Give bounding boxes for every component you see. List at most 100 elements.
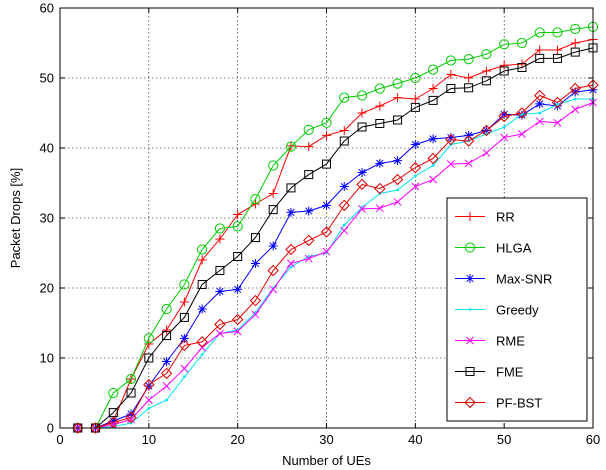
data-point-rr xyxy=(428,84,438,93)
data-point-max-snr xyxy=(410,140,420,149)
data-point-rr xyxy=(233,210,243,219)
data-point-hlga xyxy=(516,37,528,49)
data-point-pf-bst xyxy=(338,199,350,212)
data-point-fme xyxy=(517,63,527,72)
data-point-rme xyxy=(304,254,313,263)
data-point-hlga xyxy=(445,55,456,66)
data-point-rr xyxy=(499,60,509,70)
data-point-fme xyxy=(428,95,438,105)
data-point-pf-bst xyxy=(516,107,528,119)
data-point-rme xyxy=(127,415,136,424)
data-point-max-snr xyxy=(428,134,438,144)
data-point-hlga xyxy=(179,279,190,290)
data-point-rr xyxy=(162,325,172,335)
data-point-rme xyxy=(287,259,295,268)
data-point-max-snr xyxy=(339,182,349,191)
data-point-rr xyxy=(304,142,314,152)
data-point-greedy xyxy=(538,111,542,115)
data-point-max-snr xyxy=(126,409,136,419)
legend-label: PF-BST xyxy=(496,396,542,411)
data-point-max-snr xyxy=(179,333,189,343)
data-point-rme xyxy=(269,285,278,294)
x-tick-label: 0 xyxy=(56,432,63,447)
data-point-rme xyxy=(322,247,331,256)
data-point-rme xyxy=(340,226,349,235)
x-axis-label: Number of UEs xyxy=(282,453,371,468)
data-point-rr xyxy=(197,255,207,265)
data-point-greedy xyxy=(182,375,186,379)
data-point-max-snr xyxy=(144,381,154,391)
data-point-fme xyxy=(464,83,474,93)
data-point-greedy xyxy=(520,113,524,116)
data-point-pf-bst xyxy=(569,82,581,95)
data-point-fme xyxy=(250,233,260,243)
data-point-hlga xyxy=(570,23,581,35)
data-point-greedy xyxy=(200,353,204,356)
data-point-pf-bst xyxy=(143,378,155,391)
data-point-rme xyxy=(180,364,189,373)
data-point-max-snr xyxy=(357,168,367,177)
y-tick-label: 30 xyxy=(40,211,54,226)
data-point-pf-bst xyxy=(374,182,386,195)
data-point-hlga xyxy=(250,194,261,205)
x-tick-label: 50 xyxy=(497,432,511,447)
y-axis-label: Packet Drops [%] xyxy=(8,168,23,268)
series-line-greedy xyxy=(77,98,593,429)
data-point-greedy xyxy=(289,265,293,269)
legend-swatch-marker xyxy=(464,396,476,409)
legend-label: Greedy xyxy=(496,303,539,318)
data-point-pf-bst xyxy=(480,124,493,137)
data-point-fme xyxy=(410,102,420,112)
data-point-rr xyxy=(339,126,349,135)
data-point-rme xyxy=(482,148,491,157)
data-point-hlga xyxy=(463,54,474,65)
x-tick-label: 60 xyxy=(586,432,600,447)
data-point-hlga xyxy=(339,92,350,103)
data-point-rr xyxy=(393,93,403,103)
data-point-pf-bst xyxy=(303,234,315,247)
data-point-rme xyxy=(162,382,171,390)
data-point-greedy xyxy=(573,97,577,101)
data-point-max-snr xyxy=(499,109,509,119)
series-line-hlga xyxy=(77,26,594,429)
data-point-max-snr xyxy=(535,99,545,109)
data-point-pf-bst xyxy=(320,226,333,238)
y-tick-label: 20 xyxy=(40,281,54,296)
legend-swatch-marker xyxy=(465,274,475,283)
data-point-pf-bst xyxy=(356,178,368,191)
data-point-hlga xyxy=(161,303,172,315)
data-point-max-snr xyxy=(570,87,580,97)
legend-label: Max-SNR xyxy=(496,272,552,287)
data-point-hlga xyxy=(392,78,403,89)
x-tick-label: 20 xyxy=(230,432,244,447)
data-point-max-snr xyxy=(268,241,278,251)
data-point-hlga xyxy=(125,373,137,385)
data-point-pf-bst xyxy=(427,152,439,165)
data-point-pf-bst xyxy=(391,173,404,186)
data-point-hlga xyxy=(356,90,368,101)
data-point-rr xyxy=(446,70,456,79)
data-point-fme xyxy=(339,136,349,146)
y-tick-label: 10 xyxy=(40,351,54,366)
data-point-rme xyxy=(553,118,562,127)
legend-swatch-marker xyxy=(465,212,475,221)
data-point-max-snr xyxy=(250,259,260,268)
data-point-rme xyxy=(144,396,153,404)
data-point-max-snr xyxy=(233,284,243,294)
legend-item-hlga: HLGA xyxy=(455,241,532,256)
data-point-greedy xyxy=(556,103,559,106)
data-point-rr xyxy=(410,94,420,104)
data-point-greedy xyxy=(502,125,506,129)
data-point-rme xyxy=(446,160,455,169)
data-point-rme xyxy=(500,133,509,142)
data-point-pf-bst xyxy=(89,422,102,434)
data-point-hlga xyxy=(374,83,385,94)
data-point-pf-bst xyxy=(107,416,120,429)
data-point-hlga xyxy=(481,49,492,60)
data-point-rr xyxy=(552,45,562,55)
data-point-rr xyxy=(268,189,278,198)
data-point-fme xyxy=(535,53,545,63)
data-point-pf-bst xyxy=(285,243,297,256)
data-point-fme xyxy=(446,84,456,93)
